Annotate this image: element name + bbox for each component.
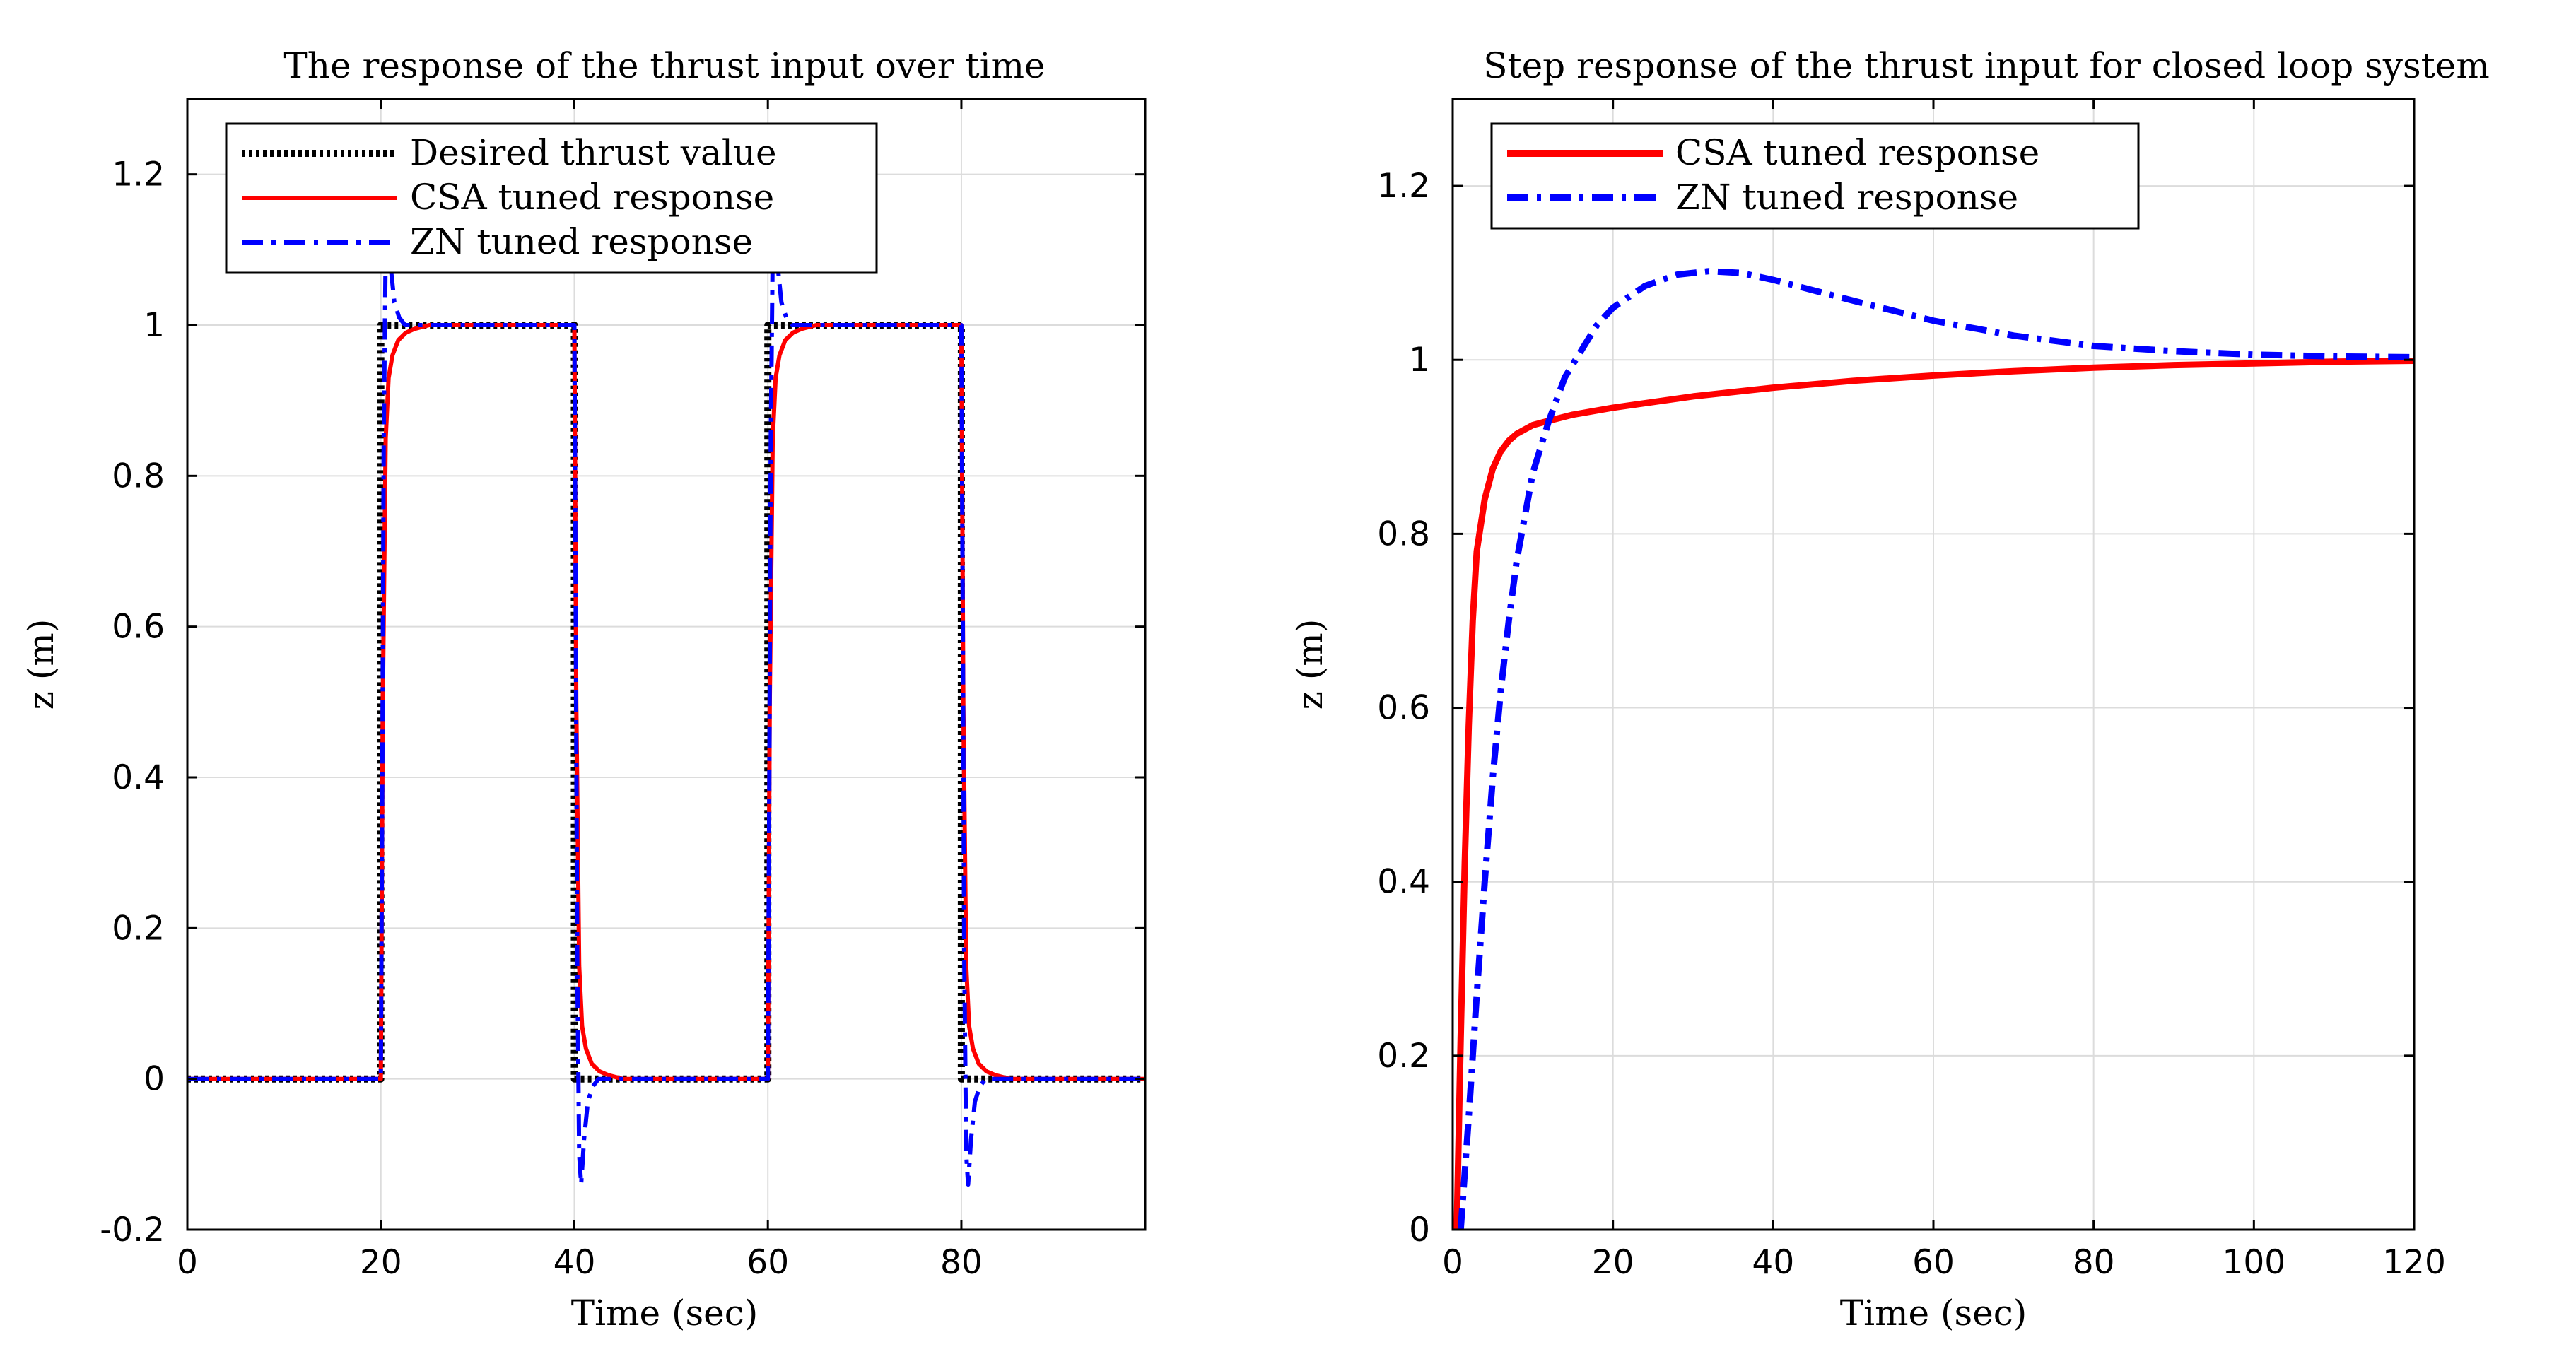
y-tick-label: 0 (1409, 1211, 1430, 1249)
y-tick-label: 0.4 (112, 758, 165, 797)
legend-entry: ZN tuned response (1675, 177, 2018, 218)
legend-entry: Desired thrust value (410, 132, 777, 173)
y-tick-label: 0.2 (112, 909, 165, 948)
closed-loop-step-response-chart: Step response of the thrust input for cl… (1289, 45, 2490, 1334)
chart-title: The response of the thrust input over ti… (283, 45, 1045, 86)
y-tick-label: 1.2 (112, 155, 165, 194)
x-tick-label: 60 (747, 1243, 789, 1282)
x-tick-label: 40 (1752, 1243, 1794, 1282)
series-line-zn-tuned-response (1457, 268, 2414, 1230)
x-tick-label: 60 (1912, 1243, 1955, 1282)
y-axis-label: z (m) (21, 619, 62, 710)
x-axis-label: Time (sec) (571, 1293, 759, 1334)
legend-entry: CSA tuned response (410, 177, 774, 218)
thrust-input-over-time-chart: The response of the thrust input over ti… (21, 45, 1147, 1334)
y-tick-label: -0.2 (100, 1211, 165, 1249)
y-tick-label: 0 (144, 1060, 165, 1099)
y-tick-label: 0.4 (1377, 863, 1430, 902)
y-tick-label: 0.8 (1377, 514, 1430, 553)
y-tick-label: 0.2 (1377, 1037, 1430, 1076)
chart-title: Step response of the thrust input for cl… (1483, 45, 2490, 86)
x-tick-label: 80 (940, 1243, 983, 1282)
y-tick-label: 1 (1409, 341, 1430, 380)
y-tick-label: 0.8 (112, 457, 165, 495)
y-tick-label: 1 (144, 306, 165, 345)
y-axis-label: z (m) (1289, 619, 1330, 710)
x-tick-label: 100 (2222, 1243, 2285, 1282)
x-tick-label: 40 (554, 1243, 596, 1282)
y-tick-label: 1.2 (1377, 167, 1430, 206)
series-line-zn-tuned-response (187, 217, 1145, 1187)
axes-box (186, 98, 1147, 1231)
x-tick-label: 20 (1592, 1243, 1634, 1282)
x-tick-label: 120 (2382, 1243, 2446, 1282)
y-tick-label: 0.6 (112, 608, 165, 647)
x-axis-label: Time (sec) (1840, 1293, 2027, 1334)
x-tick-label: 20 (360, 1243, 402, 1282)
y-tick-label: 0.6 (1377, 689, 1430, 728)
legend-box (1490, 122, 2140, 230)
plot-area (187, 99, 1145, 1230)
legend-entry: ZN tuned response (410, 221, 753, 262)
x-tick-label: 0 (1442, 1243, 1463, 1282)
x-tick-label: 80 (2073, 1243, 2115, 1282)
legend-entry: CSA tuned response (1675, 132, 2039, 173)
x-tick-label: 0 (177, 1243, 198, 1282)
